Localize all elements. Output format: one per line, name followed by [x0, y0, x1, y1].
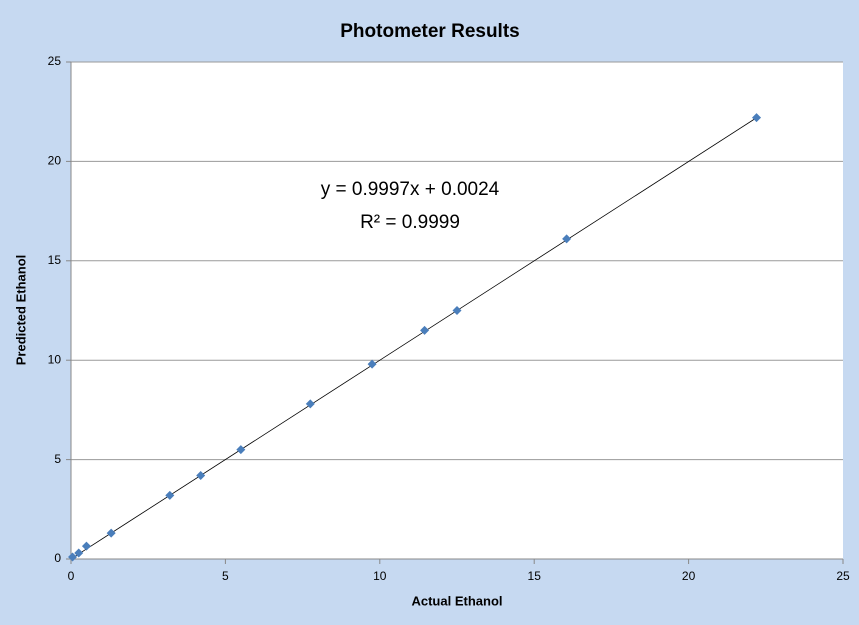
point — [367, 359, 377, 369]
trendline — [70, 117, 757, 560]
point — [562, 234, 572, 244]
point — [81, 541, 91, 551]
point — [74, 548, 84, 558]
x-tick-label: 10 — [373, 569, 387, 583]
y-tick-label: 0 — [54, 551, 61, 565]
point — [196, 471, 206, 481]
equation: y = 0.9997x + 0.0024 — [321, 179, 500, 200]
y-tick-label: 5 — [54, 452, 61, 466]
y-tick-label: 25 — [48, 54, 62, 68]
x-axis-label: Actual Ethanol — [411, 593, 502, 608]
y-axis-label: Predicted Ethanol — [13, 255, 28, 366]
point — [420, 325, 430, 335]
point — [452, 306, 462, 315]
y-tick-label: 20 — [48, 154, 62, 168]
x-tick-label: 15 — [528, 569, 542, 583]
point — [752, 113, 762, 123]
x-tick-label: 5 — [222, 569, 229, 583]
point — [68, 552, 78, 562]
y-tick-label: 15 — [48, 253, 62, 267]
x-tick-label: 0 — [68, 569, 75, 583]
point — [236, 445, 246, 455]
point — [305, 399, 315, 409]
y-tick-label: 10 — [48, 352, 62, 366]
x-tick-label: 25 — [836, 569, 850, 583]
point — [106, 528, 116, 538]
chart-title: Photometer Results — [340, 21, 519, 42]
r-squared: R² = 0.9999 — [360, 212, 460, 233]
point — [165, 490, 175, 500]
x-tick-label: 20 — [682, 569, 696, 583]
